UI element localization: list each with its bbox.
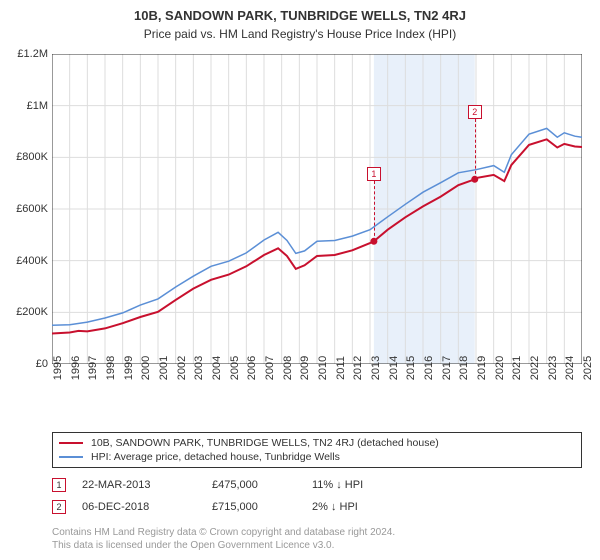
x-tick-label: 2020 — [494, 356, 506, 380]
x-tick-label: 1995 — [52, 356, 64, 380]
x-tick-label: 1998 — [105, 356, 117, 380]
x-tick-label: 2025 — [582, 356, 594, 380]
marker-line — [374, 181, 375, 241]
x-tick-label: 2007 — [264, 356, 276, 380]
chart-subtitle: Price paid vs. HM Land Registry's House … — [0, 23, 600, 41]
legend-swatch-hpi — [59, 456, 83, 458]
x-tick-label: 2008 — [282, 356, 294, 380]
x-tick-label: 2017 — [441, 356, 453, 380]
chart-container: 10B, SANDOWN PARK, TUNBRIDGE WELLS, TN2 … — [0, 0, 600, 560]
x-tick-label: 2016 — [423, 356, 435, 380]
y-tick-label: £200K — [0, 306, 48, 318]
legend-label: 10B, SANDOWN PARK, TUNBRIDGE WELLS, TN2 … — [91, 437, 439, 449]
x-tick-label: 2004 — [211, 356, 223, 380]
transaction-marker-2: 2 — [52, 500, 66, 514]
x-tick-label: 2023 — [547, 356, 559, 380]
footer-line: Contains HM Land Registry data © Crown c… — [52, 526, 582, 539]
y-tick-label: £1M — [0, 100, 48, 112]
x-tick-label: 1996 — [70, 356, 82, 380]
transaction-row: 1 22-MAR-2013 £475,000 11% ↓ HPI — [52, 478, 582, 492]
legend-item: 10B, SANDOWN PARK, TUNBRIDGE WELLS, TN2 … — [59, 436, 575, 450]
x-tick-label: 2000 — [140, 356, 152, 380]
transaction-hpi: 11% ↓ HPI — [312, 479, 582, 491]
transaction-row: 2 06-DEC-2018 £715,000 2% ↓ HPI — [52, 500, 582, 514]
marker-box: 2 — [468, 105, 482, 119]
footer-attribution: Contains HM Land Registry data © Crown c… — [52, 526, 582, 552]
x-tick-label: 1997 — [87, 356, 99, 380]
chart-title: 10B, SANDOWN PARK, TUNBRIDGE WELLS, TN2 … — [0, 0, 600, 23]
x-tick-label: 2018 — [458, 356, 470, 380]
x-tick-label: 2021 — [511, 356, 523, 380]
x-tick-label: 2001 — [158, 356, 170, 380]
chart-area: £0£200K£400K£600K£800K£1M£1.2M 199519961… — [52, 54, 582, 394]
x-tick-label: 2019 — [476, 356, 488, 380]
legend: 10B, SANDOWN PARK, TUNBRIDGE WELLS, TN2 … — [52, 432, 582, 468]
x-tick-label: 2002 — [176, 356, 188, 380]
y-tick-label: £400K — [0, 255, 48, 267]
x-tick-label: 2013 — [370, 356, 382, 380]
x-tick-label: 2012 — [352, 356, 364, 380]
transaction-price: £715,000 — [212, 501, 312, 513]
transaction-date: 22-MAR-2013 — [82, 479, 212, 491]
x-tick-label: 2015 — [405, 356, 417, 380]
transaction-hpi: 2% ↓ HPI — [312, 501, 582, 513]
x-tick-label: 2014 — [388, 356, 400, 380]
footer-line: This data is licensed under the Open Gov… — [52, 539, 582, 552]
x-tick-label: 2005 — [229, 356, 241, 380]
marker-box: 1 — [367, 167, 381, 181]
transaction-price: £475,000 — [212, 479, 312, 491]
transaction-date: 06-DEC-2018 — [82, 501, 212, 513]
x-tick-label: 2006 — [246, 356, 258, 380]
x-tick-label: 2024 — [564, 356, 576, 380]
x-tick-label: 2009 — [299, 356, 311, 380]
x-tick-label: 2011 — [335, 356, 347, 380]
legend-label: HPI: Average price, detached house, Tunb… — [91, 451, 340, 463]
x-tick-label: 2022 — [529, 356, 541, 380]
x-tick-label: 1999 — [123, 356, 135, 380]
y-tick-label: £0 — [0, 358, 48, 370]
x-tick-label: 2010 — [317, 356, 329, 380]
legend-swatch-property — [59, 442, 83, 444]
transaction-marker-1: 1 — [52, 478, 66, 492]
marker-line — [475, 119, 476, 179]
y-tick-label: £800K — [0, 151, 48, 163]
legend-item: HPI: Average price, detached house, Tunb… — [59, 450, 575, 464]
x-tick-label: 2003 — [193, 356, 205, 380]
y-tick-label: £600K — [0, 203, 48, 215]
y-tick-label: £1.2M — [0, 48, 48, 60]
line-chart — [52, 54, 582, 364]
